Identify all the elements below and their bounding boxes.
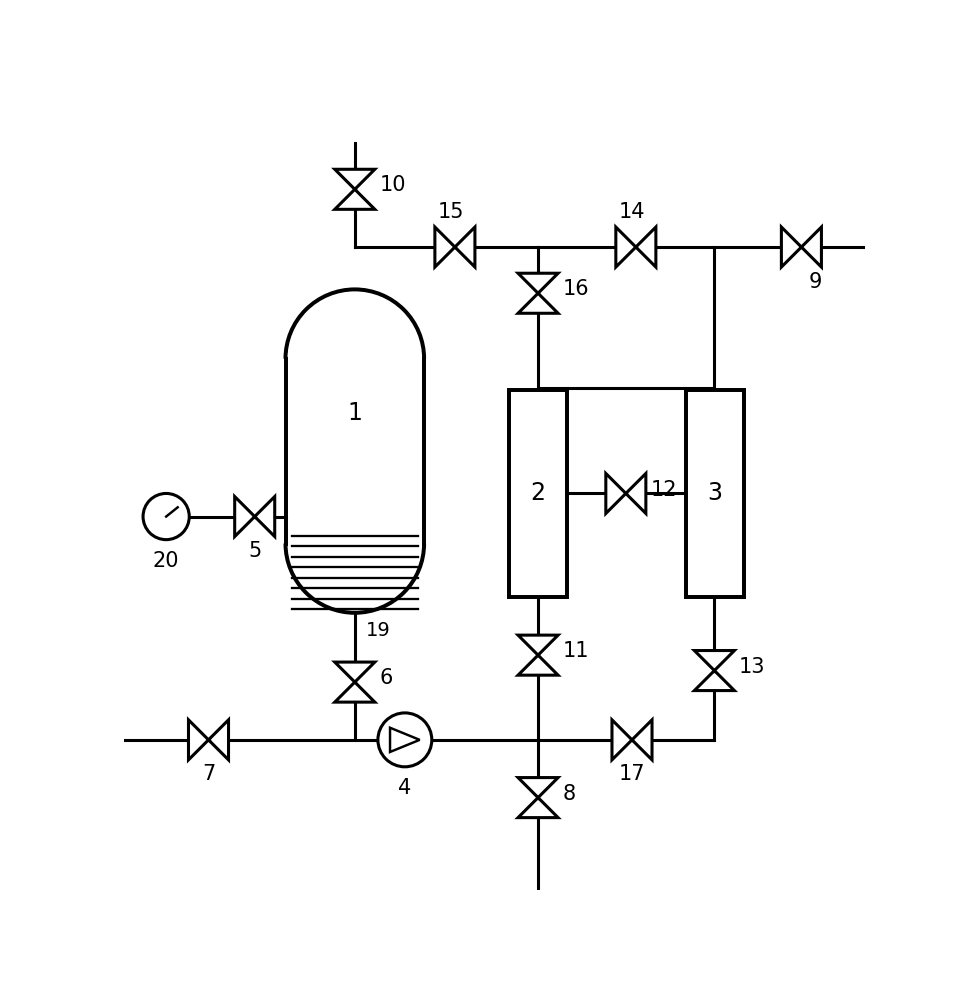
Text: 20: 20 xyxy=(152,551,180,571)
Polygon shape xyxy=(694,671,734,691)
Polygon shape xyxy=(632,720,652,760)
Polygon shape xyxy=(188,720,209,760)
Polygon shape xyxy=(235,497,254,537)
Text: 19: 19 xyxy=(366,621,391,640)
Circle shape xyxy=(143,493,189,540)
Text: 17: 17 xyxy=(619,764,646,784)
Text: 12: 12 xyxy=(651,480,677,500)
Text: 4: 4 xyxy=(398,778,412,798)
Text: 2: 2 xyxy=(530,481,545,505)
Polygon shape xyxy=(636,227,655,267)
Polygon shape xyxy=(335,682,375,702)
Polygon shape xyxy=(519,778,558,798)
Polygon shape xyxy=(519,273,558,293)
Text: 5: 5 xyxy=(248,541,261,561)
Text: 10: 10 xyxy=(380,175,406,195)
Polygon shape xyxy=(254,497,275,537)
Polygon shape xyxy=(335,169,375,189)
Polygon shape xyxy=(782,227,801,267)
Polygon shape xyxy=(209,720,228,760)
Text: 13: 13 xyxy=(739,657,765,677)
Text: 7: 7 xyxy=(202,764,216,784)
Polygon shape xyxy=(694,651,734,671)
Polygon shape xyxy=(454,227,475,267)
Text: 9: 9 xyxy=(809,272,822,292)
Bar xyxy=(686,389,744,597)
Text: 6: 6 xyxy=(380,668,393,688)
Polygon shape xyxy=(626,473,646,513)
Polygon shape xyxy=(519,798,558,818)
Text: 14: 14 xyxy=(619,202,646,222)
Polygon shape xyxy=(616,227,636,267)
Text: 11: 11 xyxy=(563,641,589,661)
Polygon shape xyxy=(335,662,375,682)
Polygon shape xyxy=(612,720,632,760)
Polygon shape xyxy=(435,227,454,267)
Polygon shape xyxy=(519,655,558,675)
Polygon shape xyxy=(606,473,626,513)
Polygon shape xyxy=(519,293,558,313)
Text: 3: 3 xyxy=(707,481,722,505)
Circle shape xyxy=(378,713,432,767)
Polygon shape xyxy=(335,189,375,209)
Text: 15: 15 xyxy=(438,202,464,222)
Polygon shape xyxy=(390,728,419,752)
Text: 8: 8 xyxy=(563,784,576,804)
Polygon shape xyxy=(801,227,821,267)
Bar xyxy=(509,389,566,597)
Polygon shape xyxy=(519,635,558,655)
Text: 16: 16 xyxy=(563,279,589,299)
Text: 1: 1 xyxy=(348,401,362,425)
